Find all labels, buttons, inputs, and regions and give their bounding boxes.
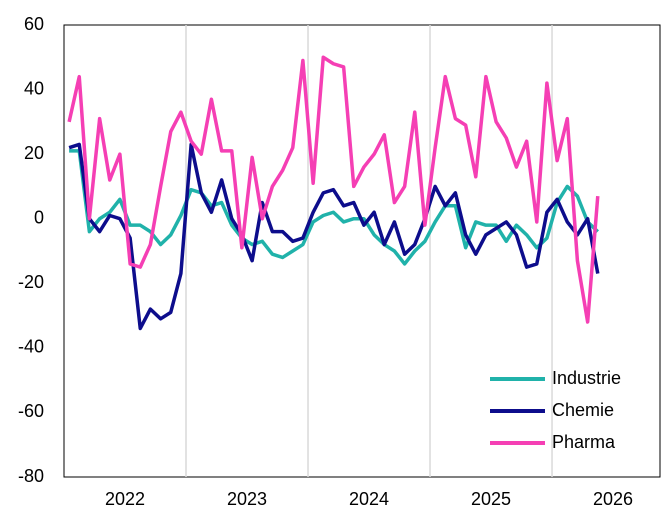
y-tick-label: 60 xyxy=(24,14,44,34)
data-line xyxy=(67,55,600,324)
y-tick-label: -80 xyxy=(18,466,44,486)
y-tick-label: -60 xyxy=(18,401,44,421)
x-tick-label: 2025 xyxy=(471,489,511,509)
y-tick-label: 40 xyxy=(24,78,44,98)
legend-label: Chemie xyxy=(552,400,614,420)
x-tick-label: 2022 xyxy=(105,489,145,509)
x-tick-label: 2024 xyxy=(349,489,389,509)
y-tick-label: 0 xyxy=(34,207,44,227)
data-line xyxy=(69,149,599,266)
y-tick-label: -40 xyxy=(18,337,44,357)
legend-label: Industrie xyxy=(552,368,621,388)
data-line xyxy=(68,142,600,331)
y-tick-label: -20 xyxy=(18,272,44,292)
x-tick-label: 2026 xyxy=(593,489,633,509)
plot-frame xyxy=(63,24,661,478)
legend-label: Pharma xyxy=(552,432,616,452)
x-tick-label: 2023 xyxy=(227,489,267,509)
y-tick-label: 20 xyxy=(24,143,44,163)
